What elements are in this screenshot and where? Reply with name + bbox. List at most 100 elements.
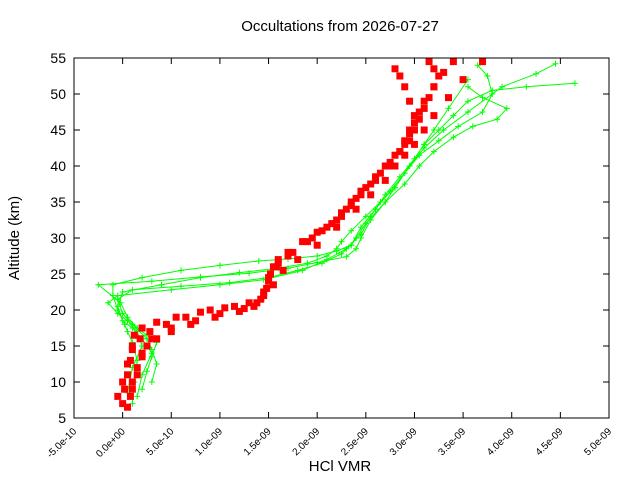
profile-0-2 [95, 83, 510, 393]
data-point [430, 127, 437, 133]
data-point [406, 163, 413, 169]
data-point [430, 148, 437, 155]
data-point [425, 94, 433, 102]
data-point [158, 281, 165, 288]
data-point [494, 116, 501, 123]
data-point [146, 328, 154, 336]
data-point [196, 308, 204, 316]
data-point [124, 328, 131, 335]
profile-0-3 [114, 62, 496, 385]
data-point [289, 248, 297, 256]
data-point [182, 313, 190, 321]
data-point [406, 130, 414, 138]
data-point [206, 306, 214, 314]
data-point [386, 158, 394, 166]
data-point [430, 65, 438, 73]
y-tick-label: 50 [50, 86, 66, 102]
data-point [153, 318, 161, 326]
data-point [95, 281, 102, 288]
data-point [459, 76, 467, 84]
data-point [391, 151, 399, 159]
data-point [136, 335, 144, 343]
data-point [455, 123, 462, 130]
y-tick-label: 35 [50, 194, 66, 210]
y-tick-label: 45 [50, 122, 66, 138]
data-point [143, 342, 151, 350]
data-point [308, 234, 316, 242]
data-point [226, 279, 233, 286]
data-point [347, 198, 355, 206]
data-point [114, 392, 122, 400]
data-point [386, 162, 394, 170]
data-point [357, 187, 365, 195]
data-point [464, 83, 471, 90]
data-point [187, 320, 195, 328]
data-point [216, 262, 223, 269]
data-point [410, 126, 418, 134]
data-point [391, 162, 399, 170]
data-point [571, 80, 578, 87]
data-point [352, 205, 360, 213]
data-point [435, 72, 443, 80]
data-point [148, 335, 156, 343]
data-point [272, 263, 280, 271]
data-point [130, 331, 138, 339]
data-point [333, 216, 341, 224]
data-point [401, 151, 409, 159]
y-tick-label: 20 [50, 302, 66, 318]
data-point [449, 58, 457, 66]
profile-1-1 [124, 58, 457, 411]
data-point [124, 371, 131, 379]
data-point [138, 324, 146, 332]
chart-title: Occultations from 2026-07-27 [241, 18, 439, 35]
data-point [421, 141, 428, 148]
profile-1-2 [114, 65, 418, 400]
data-point [197, 273, 204, 280]
profile-1-3 [128, 58, 487, 393]
data-point [129, 286, 136, 293]
data-point [367, 180, 375, 188]
data-point [410, 119, 418, 127]
data-point [401, 140, 409, 148]
data-point [450, 134, 457, 141]
data-point [178, 267, 184, 274]
data-point [128, 378, 136, 386]
data-point [211, 313, 219, 321]
data-point [343, 245, 350, 252]
data-point [119, 400, 127, 408]
y-tick-label: 10 [50, 374, 66, 390]
data-point [416, 163, 423, 169]
data-point [133, 371, 141, 379]
data-point [240, 305, 248, 313]
y-tick-label: 30 [50, 230, 66, 246]
data-point [401, 83, 409, 91]
data-point [372, 173, 380, 181]
data-point [133, 364, 141, 372]
data-point [440, 127, 447, 133]
data-point [126, 356, 134, 364]
data-point [343, 253, 350, 260]
data-point [257, 295, 265, 303]
data-point [148, 346, 155, 353]
data-point [348, 227, 355, 234]
data-point [342, 205, 350, 213]
data-point [352, 194, 360, 202]
data-point [333, 223, 341, 231]
data-point [401, 181, 408, 187]
data-point [148, 379, 155, 385]
data-point [221, 304, 229, 312]
data-point [299, 238, 307, 246]
data-point [138, 349, 146, 357]
data-point [391, 65, 399, 73]
data-point [450, 112, 457, 119]
data-point [250, 302, 258, 310]
data-point [178, 283, 184, 290]
data-point [124, 403, 131, 411]
data-point [415, 115, 423, 123]
data-point [382, 191, 389, 198]
data-point [533, 70, 540, 77]
data-point [236, 269, 243, 276]
data-point [260, 288, 268, 296]
data-point [265, 277, 273, 285]
data-point [284, 252, 292, 260]
